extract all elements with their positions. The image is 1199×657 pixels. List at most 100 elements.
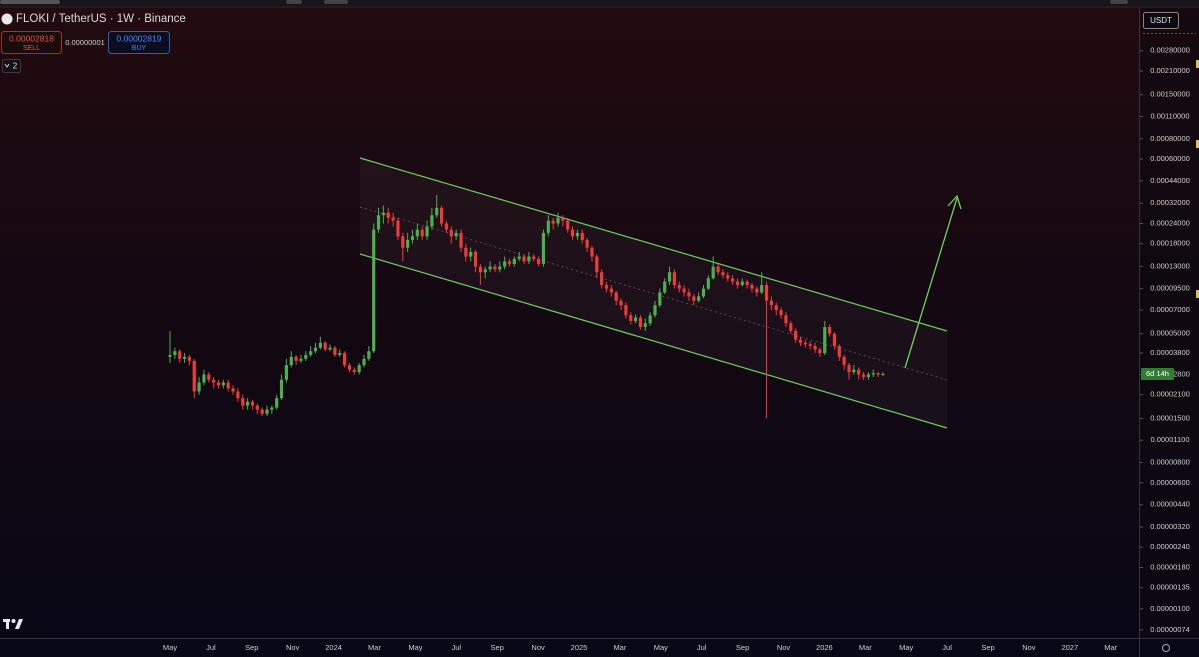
tab[interactable] [0,0,60,4]
x-tick-label: Nov [531,643,545,652]
candle-body [764,285,769,301]
candle-body [454,232,458,237]
candle-body [396,220,400,237]
x-tick-label: Mar [1104,643,1117,652]
candle-body [808,344,812,347]
axis-marker [1196,290,1199,298]
candle-body [813,346,817,350]
x-tick-label: May [654,643,668,652]
candle-body [435,207,439,216]
candle-body [507,261,512,264]
candle-body [275,398,279,408]
candle-body [575,232,579,237]
tab[interactable] [324,0,348,4]
x-tick-label: May [163,643,177,652]
candle-body [376,215,381,230]
logo-part [15,619,23,629]
candle-body [823,327,827,354]
candle-body [391,217,395,221]
y-tick-label: 0.00013000 [1150,262,1190,271]
candle-body [614,292,618,301]
y-tick-label: 0.00003800 [1150,348,1190,357]
candle-body [459,232,463,248]
tab[interactable] [286,0,302,4]
candle-body [784,315,788,324]
currency-button[interactable] [1143,12,1179,29]
candle-body [706,278,710,289]
candle-body [187,356,191,361]
y-tick-label: 0.00080000 [1150,134,1190,143]
x-tick-label: Nov [1022,643,1036,652]
y-tick-label: 0.00110000 [1150,111,1189,120]
y-tick-label: 0.00000320 [1150,522,1190,531]
y-tick-label: 0.00000135 [1150,583,1190,592]
x-tick-label: Mar [368,643,381,652]
candle-body [857,369,861,375]
y-tick-label: 0.00005000 [1150,329,1190,338]
candle-body [847,365,851,373]
candle-body [192,360,196,392]
candle-body [226,382,230,389]
candle-body [643,323,647,328]
candle-body [590,247,594,257]
y-tick-label: 0.00024000 [1150,218,1190,227]
y-tick-label: 0.00001100 [1150,435,1189,444]
candle-body [246,401,250,406]
candle-body [789,323,793,332]
channel-lower [359,253,948,429]
candle-body [333,347,337,355]
candle-body [488,266,492,270]
candle-body [735,281,740,286]
logo-part [6,619,9,629]
y-tick-label: 0.00000074 [1150,625,1190,634]
x-tick-label: Nov [777,643,791,652]
settings-icon[interactable] [1162,644,1170,652]
candle-body [512,258,516,264]
sell-button[interactable] [1,31,62,54]
candle-body [449,229,453,237]
candle-body [716,266,720,273]
candle-body [697,296,701,301]
tab[interactable] [1110,0,1128,4]
tradingview-logo [3,619,23,629]
time-axis: May Jul Sep Nov 2024 Mar May Jul Sep Nov 2025 Mar Ma… [163,643,1118,652]
candle-body [755,288,759,293]
candle-body [197,382,201,392]
x-tick-label: May [408,643,422,652]
candle-body [250,401,255,406]
candle-body [731,278,735,282]
candle-body [430,215,434,227]
candle-body [653,305,657,316]
y-tick-label: 0.00044000 [1150,176,1190,185]
candle-body [769,300,773,306]
candle-body [740,281,744,286]
candle-body [469,251,473,257]
candle-body [663,281,667,293]
x-tick-label: 2024 [325,643,342,652]
candle-body [881,374,885,376]
candle-body [522,256,526,262]
candle-body [406,239,410,248]
y-tick-label: 0.00000440 [1150,500,1190,509]
candle-body [711,266,715,279]
candle-body [566,220,570,230]
candle-body [832,333,837,347]
candle-body [537,258,541,264]
candle-body [551,220,555,224]
x-tick-label: May [899,643,913,652]
buy-button[interactable] [108,31,170,54]
y-tick-label: 0.00000600 [1150,478,1190,487]
x-tick-label: Nov [286,643,300,652]
y-tick-label: 0.00007000 [1150,305,1190,314]
channel-mid [359,206,948,381]
price-axis-bg [1140,8,1199,638]
candles [168,194,885,419]
indicator-toggle[interactable] [2,59,21,73]
y-tick-label: 0.00000180 [1150,562,1190,571]
candle-body [294,356,298,361]
x-tick-label: Jul [942,643,952,652]
countdown: 6d 14h [1146,369,1169,378]
candle-body [672,272,676,286]
chevron [4,63,10,68]
candle-body [241,398,245,406]
